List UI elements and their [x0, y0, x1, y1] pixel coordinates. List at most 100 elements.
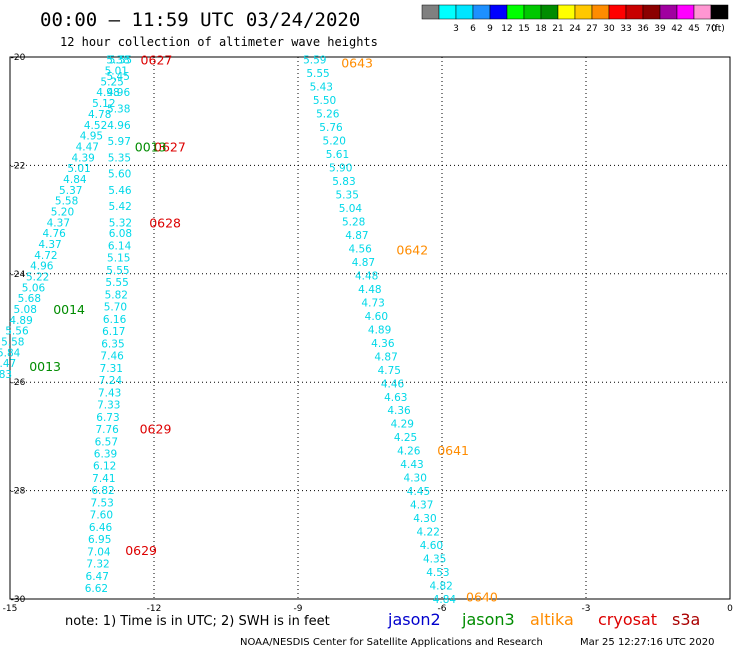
pass-time-label: 0013	[135, 139, 167, 154]
legend-swatch	[421, 4, 440, 20]
wave-height-point: 5.04	[339, 203, 363, 215]
wave-height-point: 5.32	[109, 217, 132, 229]
footer-credit: NOAA/NESDIS Center for Satellite Applica…	[240, 637, 543, 648]
wave-height-point: 4.47	[76, 141, 99, 153]
wave-height-point: 6.17	[102, 326, 125, 338]
wave-height-point: 5.84	[0, 347, 21, 359]
wave-height-point: 5.38	[107, 103, 130, 115]
wave-height-point: 5.43	[310, 82, 333, 94]
legend-swatch	[455, 4, 474, 20]
wave-height-point: 4.89	[9, 315, 32, 327]
footer-note: note: 1) Time is in UTC; 2) SWH is in fe…	[65, 614, 330, 629]
wave-height-point: 4.87	[374, 351, 397, 363]
wave-height-point: 5.37	[59, 185, 82, 197]
wave-height-point: 6.46	[89, 522, 113, 534]
wave-height-point: 4.73	[361, 297, 384, 309]
pass-time-label: 0014	[53, 302, 85, 317]
wave-height-point: 4.89	[368, 324, 391, 336]
wave-height-point: 4.96	[30, 261, 54, 273]
wave-height-point: 6.14	[108, 240, 132, 252]
y-tick-label: -30	[11, 595, 26, 605]
legend-swatch	[642, 4, 661, 20]
legend-swatch	[591, 4, 610, 20]
wave-height-point: 7.76	[95, 424, 119, 436]
y-tick-label: -20	[11, 53, 26, 63]
wave-height-point: 5.82	[105, 289, 128, 301]
pass-time-label: 0629	[125, 543, 157, 558]
wave-height-point: 7.53	[90, 497, 113, 509]
wave-height-point: 6.35	[101, 338, 124, 350]
wave-height-point: 4.96	[107, 120, 131, 132]
y-tick-label: -26	[11, 378, 26, 388]
legend-swatch	[506, 4, 525, 20]
wave-height-point: 5.76	[319, 122, 343, 134]
pass-time-label: 0641	[437, 443, 469, 458]
wave-height-point: 4.72	[34, 250, 57, 262]
legend-tick-label: 12	[501, 24, 512, 34]
wave-height-point: 4.25	[394, 432, 417, 444]
pass-time-label: 0640	[466, 589, 498, 604]
plot-frame	[9, 56, 731, 600]
legend-tick-label: 15	[518, 24, 529, 34]
footer-timestamp: Mar 25 12:27:16 UTC 2020	[580, 637, 715, 648]
y-tick-label: -24	[11, 270, 26, 280]
x-tick-label: -15	[3, 604, 18, 614]
y-tick-labels: -20 -22 -24 -26 -28 -30	[11, 53, 26, 605]
y-tick-label: -28	[11, 487, 26, 497]
wave-height-point: 6.39	[94, 449, 117, 461]
wave-height-point: 4.29	[391, 419, 414, 431]
wave-height-point: 4.22	[417, 527, 440, 539]
wave-height-point: 4.53	[426, 567, 449, 579]
pass-time-label: 0629	[140, 421, 172, 436]
wave-height-point: 5.08	[14, 304, 37, 316]
wave-height-point: 4.35	[423, 554, 446, 566]
wave-height-point: 5.55	[106, 265, 129, 277]
wave-height-point: 4.37	[410, 500, 433, 512]
satellite-legend-altika: altika	[530, 610, 574, 629]
satellite-legend-jason2: jason2	[387, 610, 441, 629]
wave-height-point: 5.83	[332, 176, 355, 188]
wave-height-point: 6.62	[85, 583, 108, 595]
grid-lines	[10, 57, 730, 599]
wave-height-point: 5.55	[105, 277, 128, 289]
wave-height-point: 4.78	[88, 109, 111, 121]
wave-height-point: 5.45	[107, 71, 130, 83]
wave-height-point: 5.15	[107, 253, 130, 265]
wave-height-point: 5.47	[0, 358, 16, 370]
wave-height-point: 5.20	[323, 136, 346, 148]
wave-height-point: 4.87	[352, 257, 375, 269]
legend-tick-label: 27	[586, 24, 597, 34]
legend-swatch	[710, 4, 729, 20]
wave-height-point: 5.35	[336, 190, 359, 202]
legend-tick-label: 3	[453, 24, 459, 34]
wave-height-point: 4.48	[358, 284, 381, 296]
color-scale-legend: 3 6 9 12 15 18 21 24 27 30 33 36 39 42 45 70(ft)	[421, 4, 729, 34]
legend-swatch	[693, 4, 712, 20]
wave-height-point: 5.58	[1, 337, 24, 349]
x-tick-label: -6	[438, 604, 447, 614]
satellite-legend-s3a: s3a	[672, 610, 700, 629]
legend-swatch	[676, 4, 695, 20]
wave-height-point: 5.46	[108, 185, 132, 197]
wave-height-point: 4.37	[38, 239, 61, 251]
y-tick-label: -22	[11, 161, 26, 171]
wave-height-point: 5.59	[303, 55, 326, 67]
legend-tick-label: 24	[569, 24, 581, 34]
wave-height-point: 6.73	[96, 412, 119, 424]
wave-height-point: 4.30	[413, 513, 436, 525]
wave-height-point: 5.42	[108, 201, 131, 213]
wave-height-point: 6.16	[103, 314, 127, 326]
wave-height-point: 5.28	[342, 216, 365, 228]
wave-height-point: 5.60	[108, 169, 131, 181]
wave-height-point: 5.56	[5, 326, 29, 338]
wave-height-point: 5.35	[108, 152, 131, 164]
satellite-legend-cryosat: cryosat	[598, 610, 657, 629]
pass-time-label: 0627	[154, 139, 186, 154]
satellite-legend: jason2 jason3 altika cryosat s3a	[387, 610, 700, 629]
wave-height-point: 5.26	[316, 109, 340, 121]
wave-height-point: 4.63	[384, 392, 407, 404]
wave-height-point: 4.36	[371, 338, 395, 350]
wave-height-point: 6.95	[88, 534, 111, 546]
legend-unit-label: (ft)	[711, 24, 725, 34]
wave-height-point: 4.36	[387, 405, 411, 417]
